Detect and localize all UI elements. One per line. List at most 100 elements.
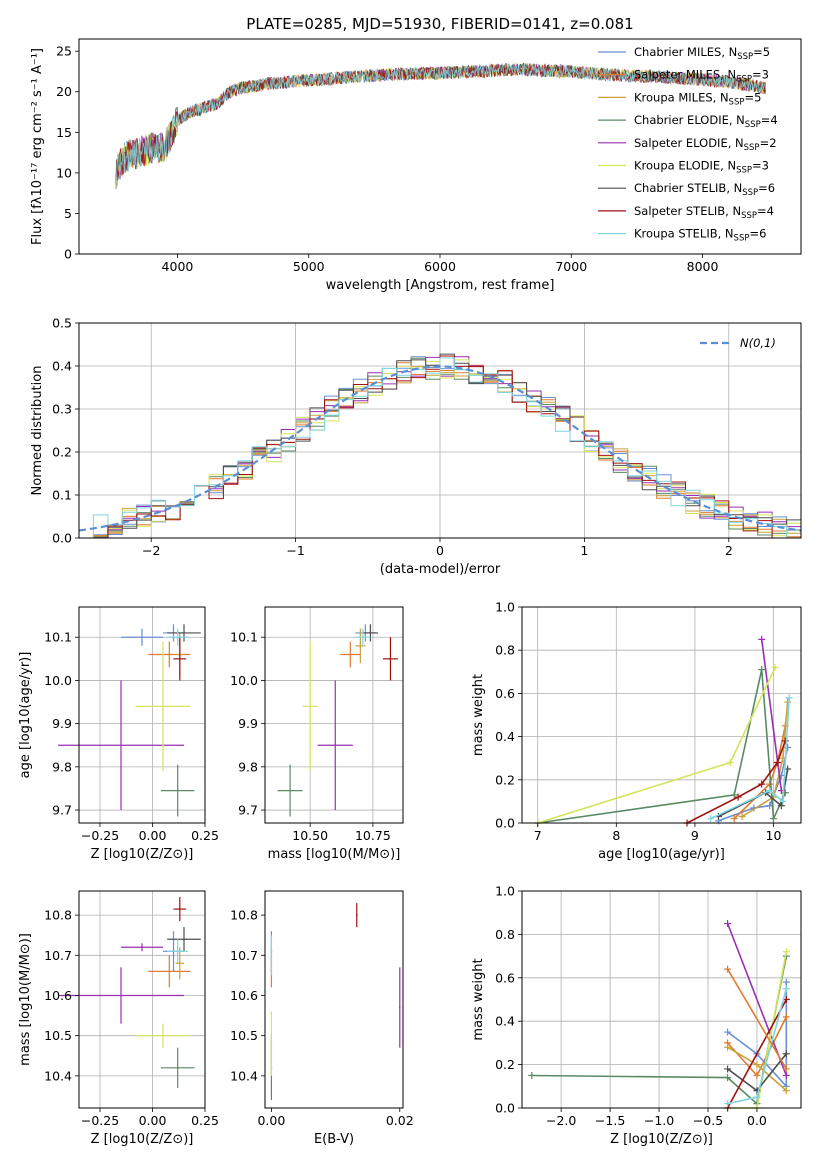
panel-mass-vs-ebv: 0.00 0.02 10.4 10.5 10.6 10.7 10.8 E(B-V) bbox=[230, 890, 414, 1147]
panel-age-vs-mass: 10.50 10.75 9.7 9.8 9.9 10.0 10.1 mass [log10(M… bbox=[230, 606, 404, 862]
weight-line-5 bbox=[537, 667, 776, 824]
x-tick-label: 4000 bbox=[162, 259, 194, 274]
data-point bbox=[176, 789, 179, 792]
plot-area-spectrum bbox=[115, 62, 766, 189]
y-tick-label: 0.5 bbox=[52, 316, 72, 331]
x-tick-label: 0.0 bbox=[747, 1113, 767, 1128]
data-point bbox=[141, 636, 143, 639]
weight-marker bbox=[782, 1071, 790, 1079]
legend-count: =2 bbox=[760, 136, 777, 150]
x-axis-label: E(B-V) bbox=[314, 1132, 354, 1147]
legend-subscript: SSP bbox=[736, 75, 752, 85]
data-point bbox=[120, 994, 122, 997]
y-tick-label: 10.0 bbox=[230, 673, 258, 688]
weight-marker bbox=[726, 759, 734, 767]
weight-line-4 bbox=[726, 923, 788, 1076]
x-tick-label: 8 bbox=[612, 828, 620, 843]
legend-subscript: SSP bbox=[736, 166, 752, 176]
x-tick-label: 0.25 bbox=[191, 1113, 219, 1128]
weight-marker bbox=[753, 1061, 761, 1069]
legend-entry: Salpeter MILES, NSSP=3 bbox=[634, 68, 769, 85]
y-tick-label: 10.1 bbox=[44, 630, 72, 645]
data-point bbox=[359, 645, 362, 647]
x-axis-label: age [log10(age/yr)] bbox=[598, 847, 725, 862]
x-tick-label: 1 bbox=[580, 543, 588, 558]
legend-count: =5 bbox=[753, 45, 770, 59]
data-point bbox=[176, 636, 179, 639]
y-tick-label: 0.3 bbox=[52, 402, 72, 417]
x-tick-label: 10.50 bbox=[292, 828, 328, 843]
data-point bbox=[355, 914, 358, 916]
y-tick-label: 0.6 bbox=[495, 686, 515, 701]
plot-area-mass-vs-ebv bbox=[270, 903, 401, 1100]
data-point bbox=[349, 653, 352, 656]
legend-entry: Chabrier MILES, NSSP=5 bbox=[634, 45, 770, 62]
y-tick-label: 9.8 bbox=[238, 759, 258, 774]
x-axis-label: Z [log10(Z/Z⊙)] bbox=[91, 847, 194, 862]
weight-marker bbox=[777, 802, 785, 810]
axes-frame bbox=[78, 606, 206, 824]
y-tick-label: 9.7 bbox=[238, 803, 258, 818]
x-axis-label: mass [log10(M/M⊙)] bbox=[268, 847, 401, 862]
y-tick-label: 10.7 bbox=[230, 948, 258, 963]
y-tick-label: 10.4 bbox=[230, 1068, 258, 1083]
legend-entry: Kroupa STELIB, NSSP=6 bbox=[634, 227, 766, 244]
weight-marker bbox=[738, 813, 746, 821]
y-tick-label: 10.6 bbox=[44, 988, 72, 1003]
data-point bbox=[369, 632, 372, 634]
y-tick-label: 9.9 bbox=[52, 716, 72, 731]
y-tick-label: 0.8 bbox=[495, 643, 515, 658]
y-tick-label: 10.4 bbox=[44, 1068, 72, 1083]
spectrum-series-8 bbox=[115, 62, 766, 189]
weight-marker bbox=[781, 737, 789, 745]
x-axis-label: (data-model)/error bbox=[380, 562, 501, 577]
y-tick-label: 9.7 bbox=[52, 803, 72, 818]
weight-marker bbox=[724, 1043, 732, 1051]
weight-marker bbox=[782, 978, 790, 986]
y-tick-label: 10.1 bbox=[230, 630, 258, 645]
data-point bbox=[398, 1006, 401, 1009]
y-tick-label: 0.0 bbox=[52, 531, 72, 546]
data-point bbox=[389, 658, 392, 660]
y-tick-label: 0.4 bbox=[495, 729, 515, 744]
weight-marker bbox=[784, 698, 792, 706]
x-tick-label: −0.25 bbox=[81, 828, 119, 843]
legend-count: =5 bbox=[744, 90, 761, 104]
weight-line-8 bbox=[710, 697, 790, 820]
legend-subscript: SSP bbox=[744, 143, 760, 153]
axes-frame bbox=[521, 606, 802, 824]
y-tick-label: 0.4 bbox=[495, 1014, 515, 1029]
y-axis-label: mass weight bbox=[471, 958, 486, 1040]
x-tick-label: 6000 bbox=[424, 259, 456, 274]
data-point bbox=[362, 636, 364, 639]
y-tick-label: 0.2 bbox=[495, 1057, 515, 1072]
weight-marker bbox=[753, 1071, 761, 1079]
y-tick-label: 1.0 bbox=[495, 600, 515, 615]
weight-marker bbox=[782, 1050, 790, 1058]
legend-subscript: SSP bbox=[742, 188, 758, 198]
data-point bbox=[270, 1042, 273, 1045]
weight-line-7 bbox=[726, 999, 788, 1109]
data-point bbox=[334, 744, 337, 747]
x-axis-label: Z [log10(Z/Z⊙)] bbox=[91, 1132, 194, 1147]
data-point bbox=[183, 632, 185, 634]
data-point bbox=[289, 789, 291, 792]
histogram-series-5 bbox=[79, 359, 801, 539]
plot-area-weight-vs-Z bbox=[528, 920, 790, 1112]
y-tick-label: 10.6 bbox=[230, 988, 258, 1003]
y-axis-label: mass [log10(M/M⊙)] bbox=[18, 933, 33, 1066]
legend-entry: Kroupa ELODIE, NSSP=3 bbox=[634, 159, 769, 176]
y-tick-label: 10.7 bbox=[44, 948, 72, 963]
axes-frame bbox=[521, 890, 802, 1109]
x-tick-label: −1 bbox=[286, 543, 304, 558]
axes-frame bbox=[78, 322, 802, 539]
weight-marker bbox=[730, 815, 738, 823]
legend-count: =6 bbox=[758, 181, 775, 195]
x-axis-label: Z [log10(Z/Z⊙)] bbox=[610, 1132, 713, 1147]
panel-spectrum: 4000 5000 6000 7000 8000 0 5 10 15 20 25 wavelength… bbox=[30, 38, 802, 293]
axes-frame bbox=[78, 38, 802, 255]
weight-marker bbox=[766, 787, 774, 795]
legend-subscript: SSP bbox=[741, 211, 757, 221]
legend-subscript: SSP bbox=[737, 52, 753, 62]
y-tick-label: 10.0 bbox=[44, 673, 72, 688]
